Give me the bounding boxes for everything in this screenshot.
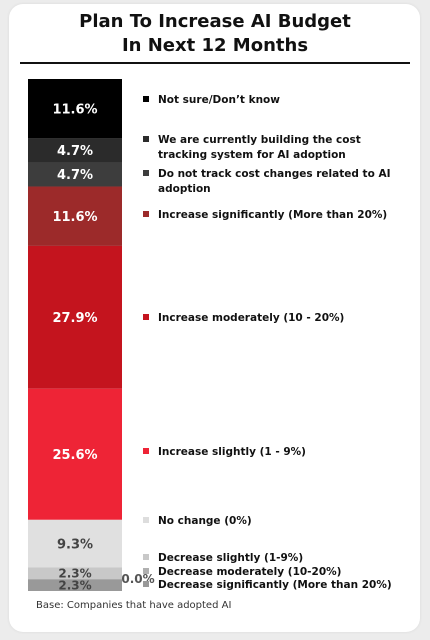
value-label: 4.7% <box>57 144 93 159</box>
title-line-2: In Next 12 Months <box>121 35 309 56</box>
legend-marker <box>143 314 149 320</box>
bar-segment <box>28 245 122 389</box>
legend-marker <box>143 581 149 587</box>
bar-segment <box>28 138 122 163</box>
legend-label: tracking system for AI adoption <box>158 149 346 161</box>
value-label: 11.6% <box>52 102 97 117</box>
title-underline <box>20 62 410 64</box>
legend-marker <box>143 170 149 176</box>
legend-label: Increase slightly (1 - 9%) <box>158 446 306 458</box>
value-label: 27.9% <box>52 311 97 326</box>
value-label: 25.6% <box>52 448 97 463</box>
bar-segment <box>28 186 122 246</box>
value-label: 2.3% <box>58 578 91 592</box>
legend-marker <box>143 211 149 217</box>
legend-marker <box>143 568 149 574</box>
legend-marker <box>143 448 149 454</box>
bar-segment <box>28 567 122 580</box>
legend-label: No change (0%) <box>158 515 252 527</box>
legend-label: Decrease significantly (More than 20%) <box>158 579 392 591</box>
legend-label: Not sure/Don’t know <box>158 94 280 106</box>
legend-label: Increase significantly (More than 20%) <box>158 209 387 221</box>
value-label: 2.3% <box>58 567 91 581</box>
value-label: 4.7% <box>57 168 93 183</box>
legend-label: Increase moderately (10 - 20%) <box>158 312 344 324</box>
legend-label: Decrease moderately (10-20%) <box>158 566 341 578</box>
legend-label: We are currently building the cost <box>158 134 361 146</box>
value-label: 9.3% <box>57 537 93 552</box>
legend-marker <box>143 136 149 142</box>
bar-segment <box>28 388 122 520</box>
bar-segment <box>28 519 122 568</box>
bar-segment <box>28 579 122 591</box>
bar-segment <box>28 162 122 187</box>
legend-label: Do not track cost changes related to AI <box>158 168 390 180</box>
bar-segment <box>28 79 122 139</box>
legend-marker <box>143 96 149 102</box>
value-label: 0.0% <box>121 572 154 586</box>
legend-label: Decrease slightly (1-9%) <box>158 552 303 564</box>
title-line-1: Plan To Increase AI Budget <box>79 11 351 32</box>
legend-label: adoption <box>158 183 211 195</box>
value-label: 11.6% <box>52 210 97 225</box>
base-note: Base: Companies that have adopted AI <box>36 600 232 611</box>
chart-title: Plan To Increase AI Budget In Next 12 Mo… <box>0 10 430 58</box>
legend-marker <box>143 517 149 523</box>
legend-marker <box>143 554 149 560</box>
